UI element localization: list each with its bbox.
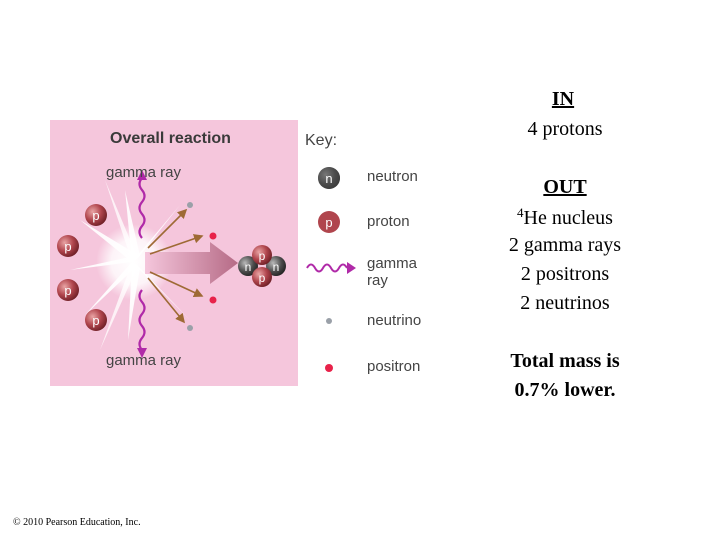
helium-text: He nucleus [523, 207, 613, 229]
key-label-gamma-ray: gamma ray [367, 255, 418, 289]
copyright-notice: © 2010 Pearson Education, Inc. [13, 517, 141, 528]
total-mass-note: Total mass is 0.7% lower. [480, 347, 650, 405]
neutrino-symbol [326, 318, 332, 324]
key-label-neutrino: neutrino [367, 312, 422, 329]
neutrino-particle [187, 202, 193, 208]
key-label-positron: positron [367, 358, 421, 375]
helium-nucleon-letter: p [259, 249, 266, 263]
out-item-neutrinos: 2 neutrinos [520, 292, 610, 314]
out-heading: OUT [543, 176, 587, 198]
gamma-ray-top [138, 177, 146, 239]
helium-nucleon-letter: p [259, 271, 266, 285]
in-item: 4 protons [527, 118, 603, 140]
figure-title: Overall reaction [110, 130, 231, 147]
input-proton-letter: p [92, 208, 99, 223]
big-arrow [145, 242, 238, 284]
input-proton-letter: p [64, 239, 71, 254]
in-heading: IN [551, 88, 575, 110]
gamma-ray-label-top: gamma ray [106, 164, 182, 181]
proton-symbol: p [318, 211, 340, 233]
neutron-symbol: n [318, 167, 340, 189]
helium-nucleus: p n n p [238, 245, 286, 287]
helium-nucleon-letter: n [273, 260, 280, 274]
gamma-ray-icon [306, 262, 356, 274]
positron-particle [209, 232, 217, 240]
reaction-figure: p p p p p n n p Overall reaction gamma r… [50, 120, 298, 386]
out-item-gamma: 2 gamma rays [508, 234, 622, 256]
neutron-symbol-letter: n [325, 171, 332, 186]
key-title: Key: [305, 132, 338, 149]
helium-mass-number: 4 [517, 205, 524, 220]
positron-symbol [325, 364, 333, 372]
proton-symbol-letter: p [325, 215, 332, 230]
out-item-positrons: 2 positrons [520, 263, 610, 285]
total-mass-line-2: 0.7% lower. [514, 379, 616, 401]
reaction-diagram: p p p p p n n p [57, 170, 286, 358]
key-label-proton: proton [367, 213, 410, 230]
gamma-ray-bottom [138, 289, 146, 351]
input-proton-letter: p [64, 283, 71, 298]
gamma-ray-label-bottom: gamma ray [106, 352, 182, 369]
helium-nucleon-letter: n [245, 260, 252, 274]
key-legend: Key: n neutron p proton gamma ray neutri… [300, 120, 450, 386]
input-proton-letter: p [92, 313, 99, 328]
key-label-neutron: neutron [367, 168, 418, 185]
total-mass-line-1: Total mass is [510, 350, 620, 372]
input-protons: p p p p [57, 204, 107, 331]
positron-particle [209, 296, 217, 304]
neutrino-particle [187, 325, 193, 331]
out-item-helium: 4He nucleus [485, 205, 645, 230]
